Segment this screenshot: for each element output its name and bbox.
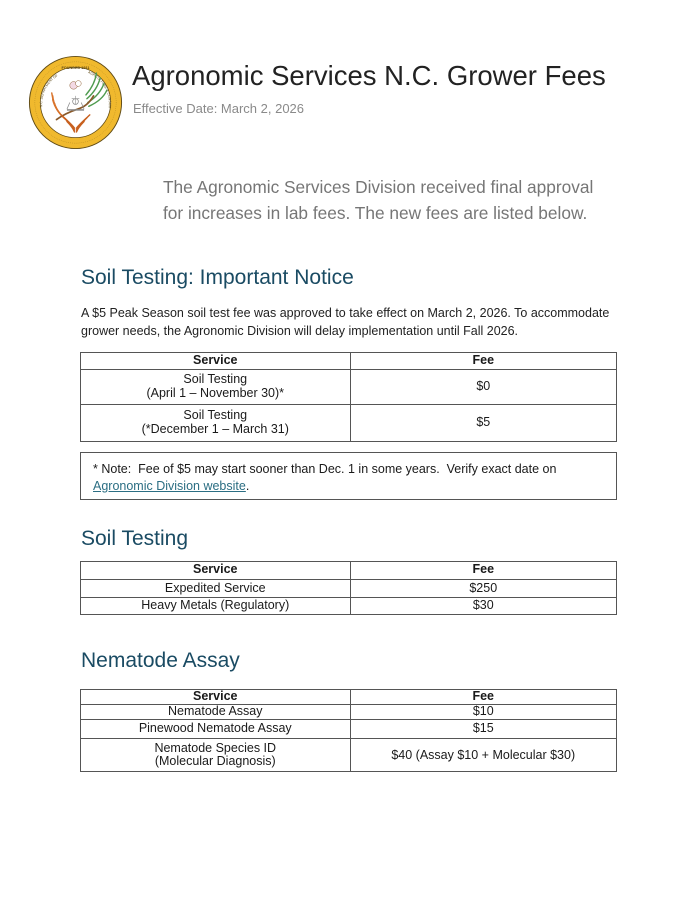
svg-text:FOUNDED 1911: FOUNDED 1911 [61, 66, 89, 70]
